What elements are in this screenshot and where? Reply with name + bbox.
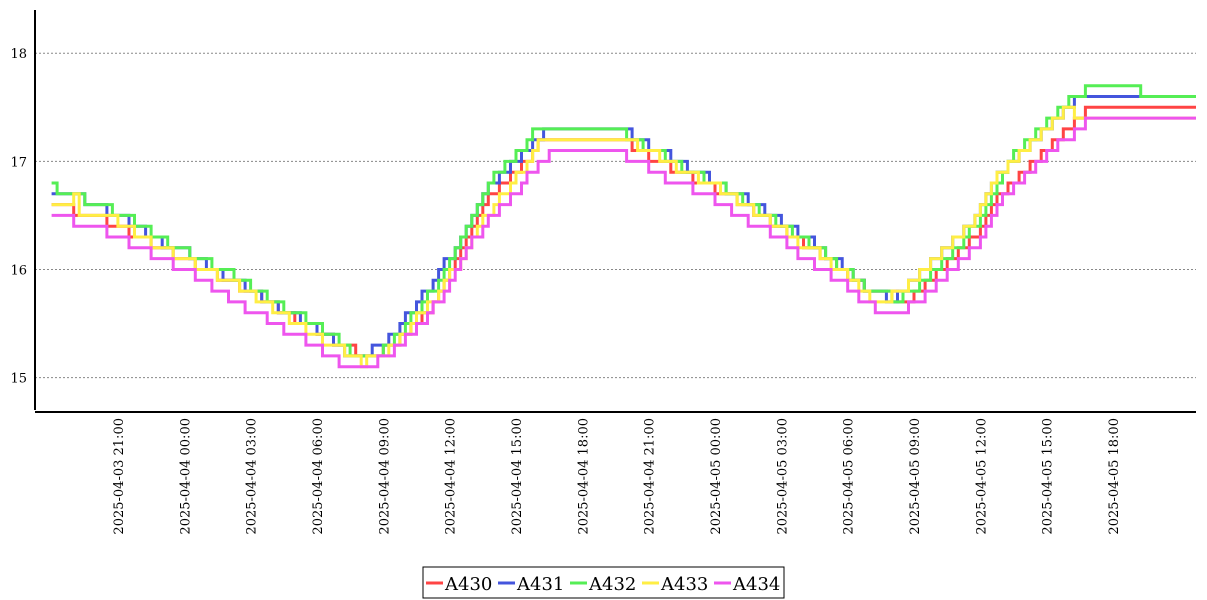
x-tick-label: 2025-04-05 12:00 — [974, 418, 989, 535]
y-tick-label: 18 — [10, 47, 27, 62]
legend-label-a431: A431 — [516, 574, 564, 595]
x-tick-label: 2025-04-05 03:00 — [775, 418, 790, 535]
gridlines — [35, 52, 1196, 379]
x-tick-label: 2025-04-05 18:00 — [1107, 418, 1122, 535]
x-tick-label: 2025-04-04 21:00 — [643, 418, 658, 535]
axes — [34, 10, 1196, 413]
x-tick-label: 2025-04-04 06:00 — [311, 418, 326, 535]
series-lines — [51, 84, 1196, 369]
legend: A430 A431 A432 A433 A434 — [422, 566, 785, 599]
series-line-a433 — [51, 105, 1196, 369]
legend-label-a434: A434 — [732, 574, 780, 595]
x-tick-label: 2025-04-04 03:00 — [245, 418, 260, 535]
x-tick-label: 2025-04-05 06:00 — [842, 418, 857, 535]
x-tick-labels: 2025-04-03 21:00 2025-04-04 00:00 2025-04-… — [112, 418, 1122, 535]
y-tick-label: 16 — [10, 263, 27, 278]
y-tick-label: 15 — [10, 372, 27, 387]
x-tick-label: 2025-04-04 15:00 — [510, 418, 525, 535]
x-tick-label: 2025-04-03 21:00 — [112, 418, 127, 535]
legend-label-a433: A433 — [660, 574, 708, 595]
x-tick-label: 2025-04-05 15:00 — [1041, 418, 1056, 535]
x-tick-label: 2025-04-04 09:00 — [377, 418, 392, 535]
series-line-a432 — [51, 84, 1196, 358]
x-tick-label: 2025-04-05 09:00 — [908, 418, 923, 535]
y-tick-labels: 15 16 17 18 — [10, 47, 27, 386]
legend-label-a430: A430 — [444, 574, 492, 595]
x-tick-label: 2025-04-04 00:00 — [178, 418, 193, 535]
y-tick-label: 17 — [10, 155, 27, 170]
series-line-a434 — [51, 116, 1196, 369]
x-tick-label: 2025-04-04 12:00 — [444, 418, 459, 535]
series-line-a431 — [51, 95, 1196, 358]
x-tick-label: 2025-04-04 18:00 — [576, 418, 591, 535]
x-tick-label: 2025-04-05 00:00 — [709, 418, 724, 535]
legend-label-a432: A432 — [588, 574, 636, 595]
